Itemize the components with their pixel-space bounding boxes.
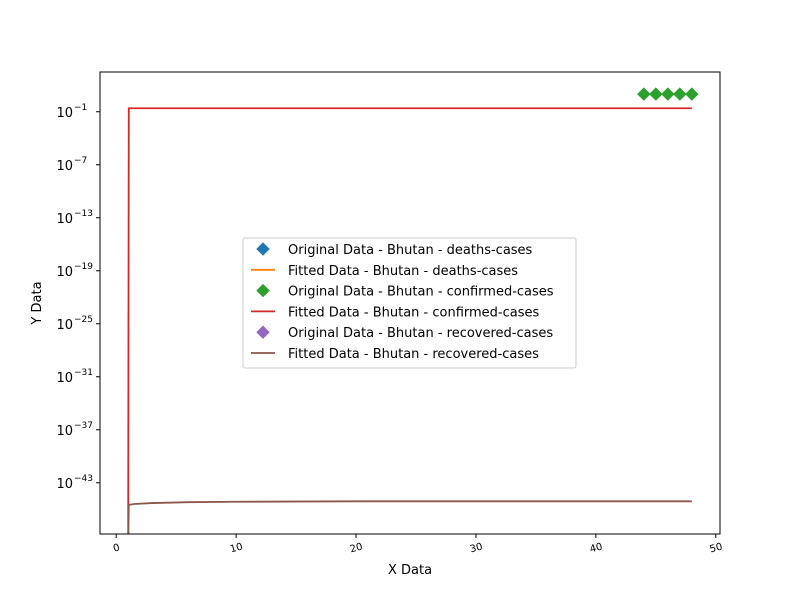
- y-tick-base: 10: [56, 212, 73, 227]
- legend-label: Original Data - Bhutan - deaths-cases: [288, 243, 533, 258]
- legend: Original Data - Bhutan - deaths-cases Fit…: [242, 237, 577, 369]
- y-tick-base: 10: [56, 159, 73, 174]
- legend-label: Original Data - Bhutan - recovered-cases: [288, 326, 553, 341]
- legend-marker-swatch: [256, 325, 270, 339]
- y-tick-label: 10: [56, 477, 73, 492]
- legend-label: Fitted Data - Bhutan - confirmed-cases: [288, 305, 540, 320]
- data-point: [685, 87, 699, 101]
- y-tick-exponent: −7: [74, 156, 87, 166]
- y-axis-label: Y Data: [30, 281, 45, 325]
- series-layer: [127, 87, 699, 534]
- y-tick-base: 10: [56, 371, 73, 386]
- y-tick-label: 10: [56, 371, 73, 386]
- y-tick-base: 10: [56, 477, 73, 492]
- y-tick-exponent: −31: [74, 368, 93, 378]
- series-line-5: [127, 500, 692, 534]
- y-tick-label: 10: [56, 106, 73, 121]
- x-tick-label: 40: [589, 541, 604, 555]
- x-axis: 0 10 20 30 40 50: [112, 534, 724, 555]
- legend-box: [242, 237, 577, 369]
- legend-label: Original Data - Bhutan - confirmed-cases: [288, 285, 554, 300]
- data-point: [673, 87, 687, 101]
- legend-marker-swatch: [256, 283, 270, 298]
- legend-label: Fitted Data - Bhutan - recovered-cases: [288, 347, 539, 362]
- data-point: [637, 87, 651, 101]
- x-tick-label: 10: [229, 541, 244, 555]
- x-tick-label: 50: [709, 541, 724, 555]
- x-tick-label: 0: [112, 542, 121, 554]
- x-axis-label: X Data: [388, 563, 432, 578]
- y-tick-exponent: −43: [74, 474, 93, 484]
- y-tick-label: 10: [56, 159, 73, 174]
- data-point: [649, 87, 663, 101]
- y-tick-exponent: −1: [74, 103, 87, 113]
- y-tick-exponent: −25: [74, 315, 93, 325]
- y-tick-base: 10: [56, 265, 73, 280]
- data-point: [661, 87, 675, 101]
- y-tick-label: 10: [56, 424, 73, 439]
- y-tick-base: 10: [56, 318, 73, 333]
- series-line-3: [127, 107, 692, 534]
- y-tick-exponent: −13: [74, 209, 93, 219]
- y-tick-label: 10: [56, 265, 73, 280]
- plot-area-frame: [99, 71, 721, 535]
- y-tick-label: 10: [56, 318, 73, 333]
- y-tick-exponent: −19: [74, 262, 93, 272]
- y-tick-base: 10: [56, 106, 73, 121]
- y-tick-exponent: −37: [74, 421, 93, 431]
- legend-marker-swatch: [256, 242, 270, 256]
- x-tick-label: 20: [349, 541, 364, 555]
- legend-label: Fitted Data - Bhutan - deaths-cases: [288, 264, 518, 279]
- x-tick-label: 30: [469, 541, 484, 555]
- y-tick-base: 10: [56, 424, 73, 439]
- y-tick-label: 10: [56, 212, 73, 227]
